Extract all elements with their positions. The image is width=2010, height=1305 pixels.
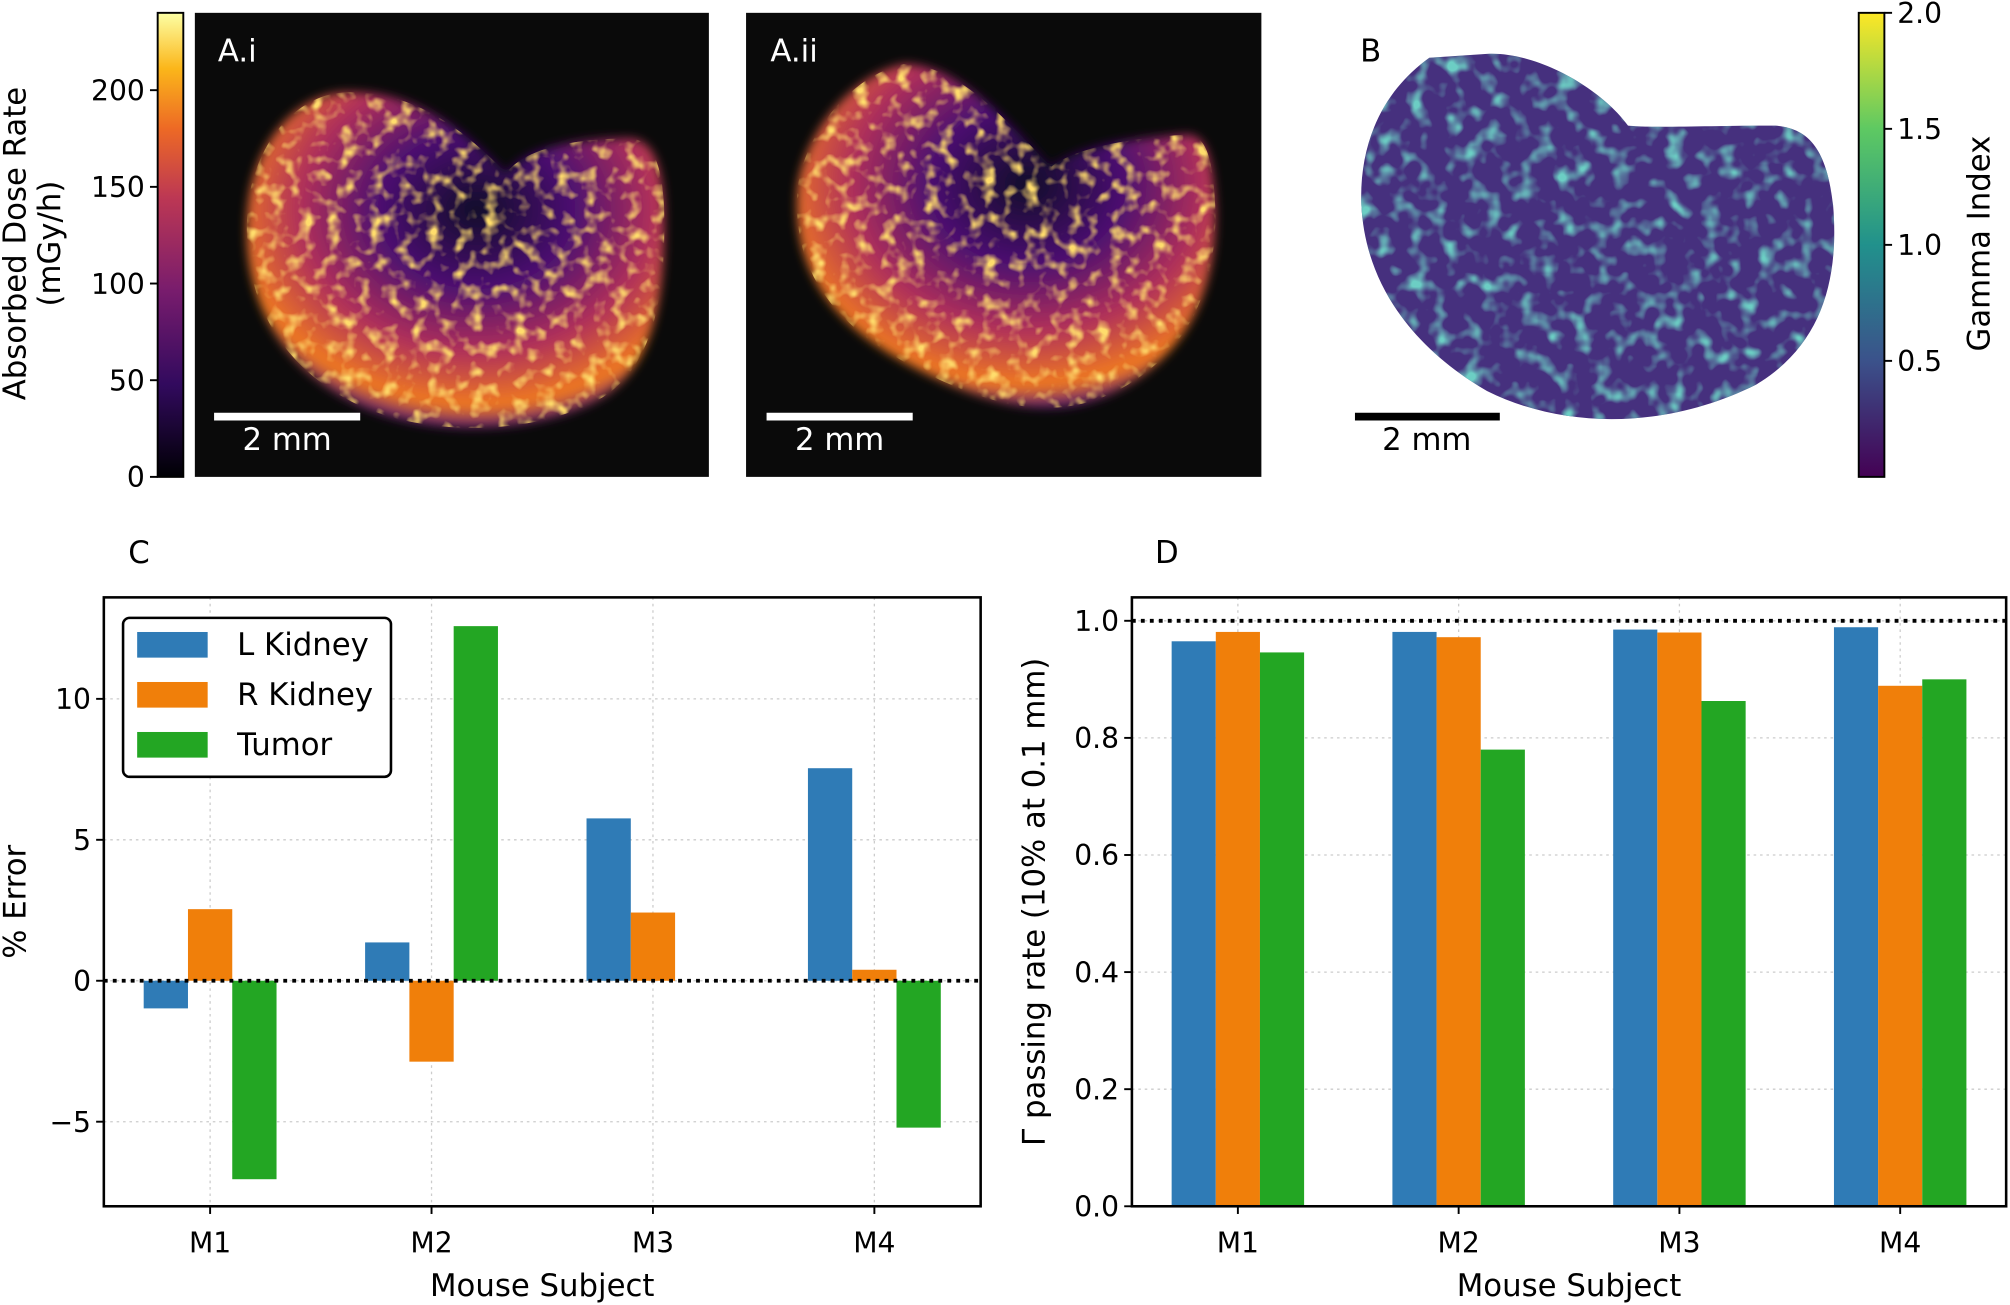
panel-a-i-dose-map: A.i 2 mm [194, 12, 709, 477]
panel-label-c: C [128, 535, 149, 571]
colorbar-tick-label: 1.0 [1897, 229, 1942, 262]
colorbar-tick-label: 50 [109, 364, 145, 397]
chart-c-percent-error: −5 0 5 10 M1 M2 M3 M4 Mouse Subject % Error [0, 596, 982, 1304]
bar-l-kidney-m1 [143, 980, 188, 1009]
y-tick-label: 0.0 [1074, 1191, 1119, 1224]
x-tick-label: M3 [1658, 1226, 1700, 1259]
scale-bar-label: 2 mm [1382, 422, 1471, 458]
bar-l-kidney-m1 [1171, 641, 1216, 1207]
legend-swatch [137, 631, 208, 658]
panel-b-gamma-map: B 2 mm [1354, 34, 1835, 458]
bar-l-kidney-m3 [586, 818, 631, 981]
y-tick-label: 0 [73, 965, 91, 998]
colorbar-tick-label: 100 [91, 268, 145, 301]
x-tick-label: M4 [853, 1226, 895, 1259]
y-tick-label: 0.6 [1074, 839, 1119, 872]
bar-r-kidney-m1 [187, 909, 233, 981]
bar-l-kidney-m4 [807, 768, 853, 981]
x-axis-label: Mouse Subject [1457, 1268, 1682, 1304]
bar-r-kidney-m4 [852, 969, 897, 981]
bar-l-kidney-m4 [1833, 627, 1879, 1207]
y-tick-label: −5 [49, 1106, 91, 1139]
bar-tumor-m2 [453, 626, 498, 981]
chart-d-gamma-passing-rate: 0.0 0.2 0.4 0.6 0.8 1.0 M1 M2 M3 M4 Mouse Subject Γ… [1017, 596, 2008, 1304]
y-tick-label: 0.2 [1074, 1073, 1119, 1106]
panel-label-d: D [1155, 535, 1179, 571]
x-tick-label: M3 [632, 1226, 674, 1259]
gamma-colorbar-label: Gamma Index [1961, 136, 1997, 352]
legend-swatch [137, 681, 208, 708]
panel-label-a-i: A.i [218, 34, 257, 70]
y-axis-label: Γ passing rate (10% at 0.1 mm) [1017, 658, 1053, 1146]
dose-colorbar: 0 50 100 150 200 Absorbed Dose Rate (mGy/h) [0, 11, 185, 494]
gamma-colorbar: 0.5 1.0 1.5 2.0 Gamma Index [1857, 0, 1997, 478]
x-axis-label: Mouse Subject [430, 1268, 655, 1304]
legend-label: L Kidney [237, 627, 369, 663]
y-tick-label: 0.4 [1074, 956, 1119, 989]
axes-frame [1130, 596, 2008, 1208]
bar-tumor-m2 [1480, 749, 1525, 1207]
scale-bar-label: 2 mm [795, 422, 884, 458]
colorbar-tick-label: 2.0 [1897, 0, 1942, 30]
bar-tumor-m4 [1922, 679, 1967, 1207]
bar-r-kidney-m3 [1657, 632, 1702, 1207]
y-tick-label: 1.0 [1074, 605, 1119, 638]
x-tick-label: M2 [1438, 1226, 1480, 1259]
colorbar-tick-label: 0 [127, 461, 145, 494]
bar-l-kidney-m3 [1613, 629, 1658, 1207]
panel-label-b: B [1360, 34, 1381, 70]
panel-label-a-ii: A.ii [770, 34, 817, 70]
bar-r-kidney-m1 [1215, 631, 1260, 1207]
y-tick-label: 5 [73, 824, 91, 857]
panel-a-ii-dose-map: A.ii 2 mm [746, 12, 1262, 477]
y-tick-label: 0.8 [1074, 722, 1119, 755]
legend-label: Tumor [236, 727, 332, 763]
axes-frame [102, 596, 982, 1208]
bar-r-kidney-m4 [1878, 685, 1923, 1207]
bar-r-kidney-m2 [1436, 637, 1481, 1207]
bar-tumor-m3 [1701, 701, 1746, 1207]
bar-tumor-m1 [232, 980, 277, 1180]
bar-tumor-m1 [1259, 652, 1305, 1207]
dose-colorbar-label: Absorbed Dose Rate [0, 87, 34, 400]
legend-swatch [137, 731, 208, 758]
bar-l-kidney-m2 [1392, 631, 1437, 1207]
scale-bar-label: 2 mm [243, 422, 332, 458]
bar-tumor-m4 [896, 980, 941, 1128]
y-axis-label: % Error [0, 845, 34, 959]
x-tick-label: M4 [1879, 1226, 1921, 1259]
bar-l-kidney-m2 [365, 942, 410, 981]
colorbar-tick-label: 1.5 [1897, 113, 1942, 146]
dose-colorbar-unit: (mGy/h) [32, 181, 68, 307]
bar-r-kidney-m2 [409, 980, 454, 1062]
colorbar-tick-label: 200 [91, 74, 145, 107]
x-tick-label: M1 [189, 1226, 231, 1259]
colorbar-tick-label: 150 [91, 171, 145, 204]
legend-label: R Kidney [237, 677, 373, 713]
bar-r-kidney-m3 [630, 912, 676, 981]
x-tick-label: M1 [1217, 1226, 1259, 1259]
x-tick-label: M2 [410, 1226, 452, 1259]
colorbar-tick-label: 0.5 [1897, 345, 1942, 378]
y-tick-label: 10 [55, 683, 91, 716]
legend: L Kidney R Kidney Tumor [121, 616, 393, 779]
